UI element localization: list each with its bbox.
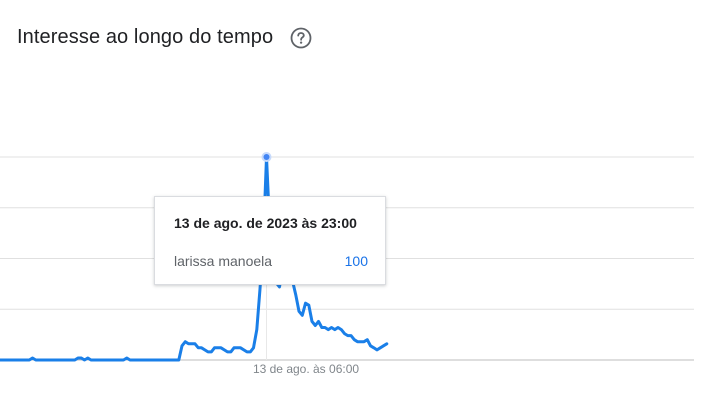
data-tooltip: 13 de ago. de 2023 às 23:00 larissa mano… bbox=[154, 196, 386, 285]
tooltip-value: 100 bbox=[344, 253, 368, 269]
chart-header: Interesse ao longo do tempo bbox=[17, 26, 312, 49]
series-line-larissa-manoela[interactable] bbox=[0, 155, 389, 362]
x-tick-label: 13 de ago. às 06:00 bbox=[252, 362, 360, 376]
tooltip-date: 13 de ago. de 2023 às 23:00 bbox=[174, 215, 357, 231]
help-circle-icon[interactable] bbox=[290, 27, 312, 49]
chart-title: Interesse ao longo do tempo bbox=[17, 26, 274, 48]
tooltip-term: larissa manoela bbox=[174, 253, 273, 269]
highlight-point[interactable] bbox=[263, 154, 270, 160]
